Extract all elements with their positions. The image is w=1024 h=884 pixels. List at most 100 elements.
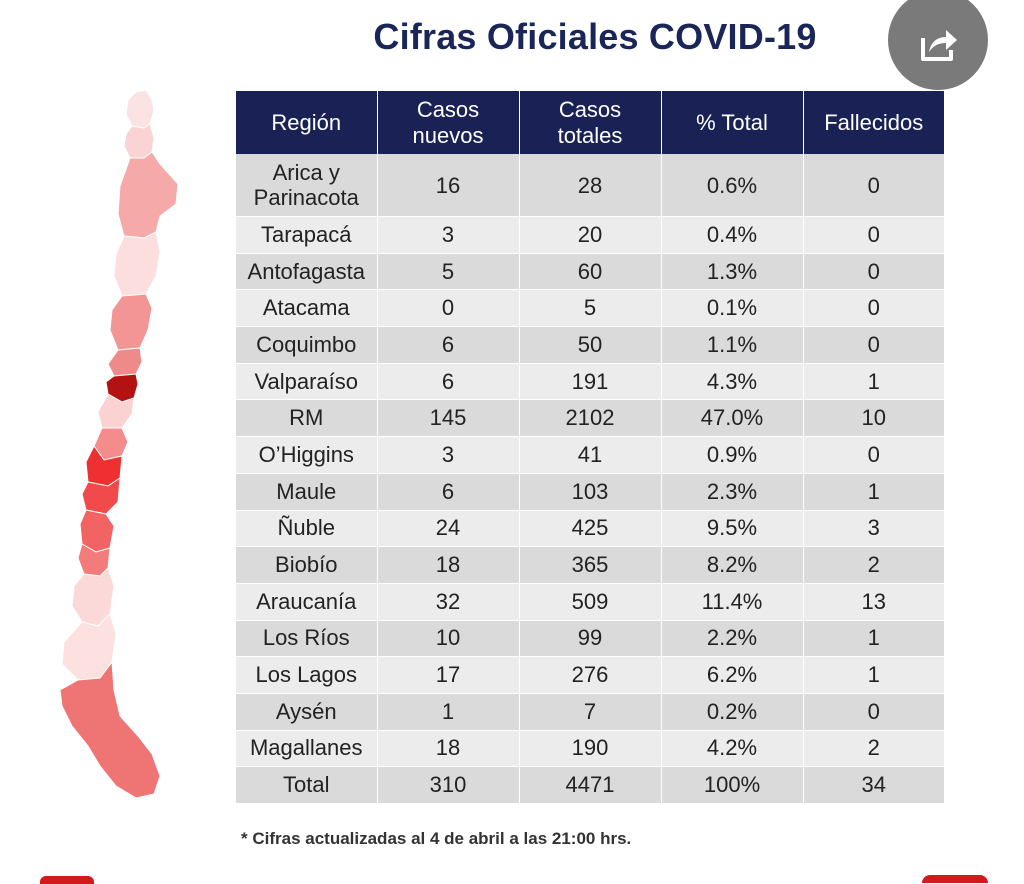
casos-nuevos: 18 [377,730,520,768]
casos-nuevos: 145 [377,399,520,438]
header-casos-totales: Casos totales [519,91,662,154]
casos-totales: 5 [519,289,662,328]
casos-totales: 509 [519,583,662,621]
header-porcentaje-total: % Total [661,91,804,154]
region-name: O’Higgins [236,436,378,474]
table-row: RM 145 2102 47.0% 10 [236,399,944,438]
region-name: Magallanes [236,730,378,768]
casos-totales: 20 [519,216,662,254]
casos-nuevos: 6 [377,363,520,401]
table-row: Coquimbo 6 50 1.1% 0 [236,326,944,364]
casos-totales: 276 [519,656,662,694]
casos-totales: 50 [519,326,662,364]
casos-totales: 365 [519,546,662,584]
region-name: Biobío [236,546,378,584]
map-region-coquimbo [109,293,153,351]
map-region-atacama [113,231,161,297]
fallecidos: 0 [803,693,944,731]
casos-totales: 60 [519,253,662,291]
page-title: Cifras Oficiales COVID-19 [373,16,817,57]
fallecidos: 1 [803,620,944,658]
casos-totales: 425 [519,510,662,548]
covid-cases-table: Región Casos nuevos Casos totales % Tota… [236,91,944,804]
casos-nuevos: 10 [377,620,520,658]
chile-regions-map [59,89,179,799]
table-row: Maule 6 103 2.3% 1 [236,473,944,511]
fallecidos: 0 [803,436,944,474]
fallecidos: 0 [803,216,944,254]
fallecidos: 0 [803,154,944,217]
porcentaje-total: 2.3% [661,473,804,511]
casos-nuevos: 16 [377,154,520,217]
porcentaje-total: 4.2% [661,730,804,768]
header-fallecidos: Fallecidos [803,91,944,154]
region-name: Ñuble [236,510,378,548]
table-row: Tarapacá 3 20 0.4% 0 [236,216,944,254]
casos-nuevos: 32 [377,583,520,621]
region-name: Aysén [236,693,378,731]
casos-totales: 7 [519,693,662,731]
casos-nuevos: 5 [377,253,520,291]
fallecidos: 3 [803,510,944,548]
region-name: Antofagasta [236,253,378,291]
table-header-row: Región Casos nuevos Casos totales % Tota… [236,91,944,154]
porcentaje-total: 1.3% [661,253,804,291]
porcentaje-total: 0.4% [661,216,804,254]
fallecidos: 2 [803,546,944,584]
region-name: Coquimbo [236,326,378,364]
share-icon [917,14,959,67]
casos-totales: 41 [519,436,662,474]
table-row: Aysén 1 7 0.2% 0 [236,693,944,731]
porcentaje-total: 47.0% [661,399,804,438]
region-name: Los Lagos [236,656,378,694]
porcentaje-total: 100% [661,766,804,804]
porcentaje-total: 0.1% [661,289,804,328]
region-name: Maule [236,473,378,511]
bottom-left-tab[interactable] [40,876,94,884]
fallecidos: 34 [803,766,944,804]
table-row: Magallanes 18 190 4.2% 2 [236,730,944,768]
map-region-magallanes [59,660,161,799]
map-region-antofagasta [117,151,179,239]
porcentaje-total: 9.5% [661,510,804,548]
casos-totales: 28 [519,154,662,217]
fallecidos: 2 [803,730,944,768]
region-name: Total [236,766,378,804]
map-region-valparaiso [107,347,143,377]
table-row: Araucanía 32 509 11.4% 13 [236,583,944,621]
casos-nuevos: 3 [377,216,520,254]
casos-nuevos: 310 [377,766,520,804]
map-region-tarapaca [123,123,155,159]
porcentaje-total: 2.2% [661,620,804,658]
casos-totales: 190 [519,730,662,768]
table-row: Los Ríos 10 99 2.2% 1 [236,620,944,658]
region-name: Araucanía [236,583,378,621]
region-name: Atacama [236,289,378,328]
table-row: Los Lagos 17 276 6.2% 1 [236,656,944,694]
bottom-right-tab[interactable] [922,875,988,883]
header-casos-nuevos: Casos nuevos [377,91,520,154]
fallecidos: 0 [803,289,944,328]
footnote: * Cifras actualizadas al 4 de abril a la… [241,829,632,848]
casos-totales: 103 [519,473,662,511]
fallecidos: 0 [803,326,944,364]
region-name: Valparaíso [236,363,378,401]
fallecidos: 1 [803,656,944,694]
porcentaje-total: 8.2% [661,546,804,584]
fallecidos: 1 [803,473,944,511]
region-name: RM [236,399,378,438]
map-region-arica [125,89,155,129]
map-region-ohiggins [97,393,135,429]
table-row: Arica y Parinacota 16 28 0.6% 0 [236,154,944,217]
table-row: O’Higgins 3 41 0.9% 0 [236,436,944,474]
casos-totales: 99 [519,620,662,658]
fallecidos: 10 [803,399,944,438]
table-row: Valparaíso 6 191 4.3% 1 [236,363,944,401]
casos-nuevos: 17 [377,656,520,694]
casos-nuevos: 18 [377,546,520,584]
casos-nuevos: 1 [377,693,520,731]
share-button[interactable] [888,0,988,90]
casos-totales: 2102 [519,399,662,438]
region-name: Los Ríos [236,620,378,658]
casos-nuevos: 3 [377,436,520,474]
